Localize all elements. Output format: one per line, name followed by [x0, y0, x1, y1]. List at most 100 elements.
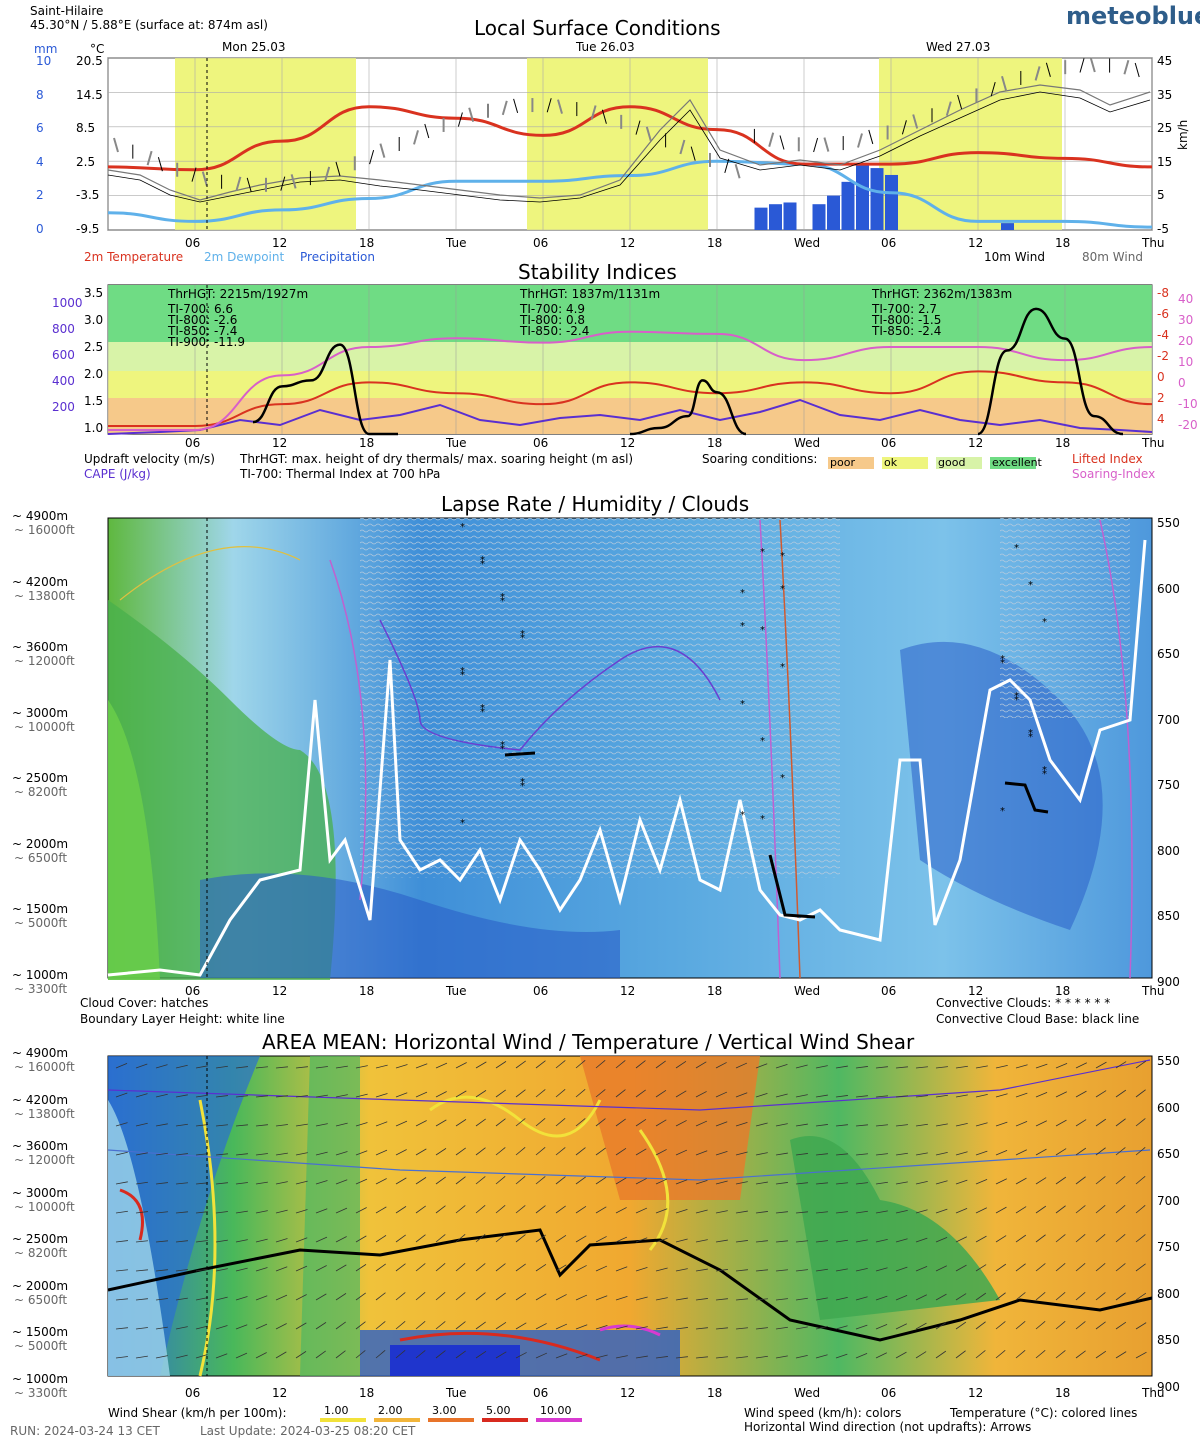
convective-base-line-1: [504, 751, 536, 757]
wind-direction-arrow: [875, 1095, 888, 1098]
p3-time-tick: 12: [968, 984, 984, 998]
lifted-index-line: [108, 370, 1153, 428]
wind-direction-arrow: [275, 1095, 288, 1098]
wind-direction-arrow: [555, 1060, 566, 1069]
wind-direction-arrow: [855, 1153, 868, 1156]
convective-cloud-star: *: [780, 662, 785, 673]
shear-class-swatch: [482, 1418, 528, 1422]
convective-cloud-star: *: [520, 777, 525, 788]
wind-direction-arrow: [375, 1178, 387, 1185]
wind-direction-arrow: [835, 1095, 848, 1098]
day-label-mon: Mon 25.03: [222, 40, 286, 54]
wind-direction-arrow: [215, 1353, 228, 1359]
wind-direction-arrow: [1055, 1063, 1068, 1069]
wind-arrow: [290, 174, 297, 189]
wind-direction-arrow: [775, 1152, 788, 1156]
wind-direction-arrow: [555, 1176, 566, 1185]
wind-direction-arrow: [1115, 1089, 1127, 1098]
wind-direction-arrow: [895, 1323, 907, 1330]
wind-direction-arrow: [1135, 1118, 1146, 1127]
p3-time-tick: 18: [1055, 984, 1071, 998]
legend-boundary-layer: Boundary Layer Height: white line: [80, 1012, 285, 1026]
kmh-tick: -5: [1157, 221, 1169, 236]
wind-direction-arrow: [1115, 1234, 1126, 1243]
wind-direction-arrow: [815, 1325, 828, 1330]
p2-time-tick: Thu: [1142, 436, 1165, 450]
wind-direction-arrow: [135, 1063, 148, 1069]
wind-direction-arrow: [795, 1326, 808, 1330]
convective-cloud-star: *: [500, 740, 505, 751]
soaring-index-tick: -20: [1178, 418, 1198, 432]
wind-direction-arrow: [235, 1095, 248, 1098]
wind-direction-arrow: [995, 1206, 1007, 1214]
wind-direction-arrow: [335, 1264, 347, 1272]
p2-time-tick: 12: [968, 436, 984, 450]
height-label-m: ~ 2500m: [12, 771, 69, 785]
wind-direction-arrow: [295, 1265, 308, 1272]
legend-thrhgt: ThrHGT: max. height of dry thermals/ max…: [240, 452, 634, 466]
wind-direction-arrow: [295, 1152, 308, 1156]
wind-direction-arrow: [515, 1060, 526, 1069]
wind-direction-arrow: [855, 1210, 868, 1214]
p2-time-tick: 18: [1055, 436, 1071, 450]
wind-direction-arrow: [195, 1094, 208, 1098]
wind-direction-arrow: [1075, 1119, 1087, 1127]
wind-direction-arrow: [1015, 1263, 1026, 1272]
wind-direction-arrow: [155, 1240, 168, 1243]
celsius-tick: 20.5: [76, 54, 103, 68]
wind-direction-arrow: [795, 1153, 808, 1156]
wind-direction-arrow: [515, 1292, 527, 1301]
wind-direction-arrow: [415, 1350, 426, 1359]
wind-arrow: [191, 167, 197, 182]
convective-cloud-star: *: [480, 707, 485, 718]
height-label-ft: ~ 10000ft: [14, 719, 75, 734]
wind-direction-arrow: [1015, 1234, 1027, 1243]
wind-direction-arrow: [675, 1090, 687, 1098]
wind-direction-arrow: [335, 1151, 348, 1156]
height-label-ft: ~ 12000ft: [14, 654, 75, 668]
wind-direction-arrow: [1015, 1349, 1026, 1359]
day1-ti-850: TI-850: -7.4: [168, 324, 238, 338]
wind-direction-arrow: [555, 1088, 566, 1098]
wind-direction-arrow: [635, 1266, 648, 1272]
p2-time-tick: Tue: [446, 436, 467, 450]
p2-time-tick: 06: [881, 436, 897, 450]
kmh-tick: 15: [1157, 154, 1173, 169]
wind-direction-arrow: [755, 1122, 768, 1127]
wind-direction-arrow: [215, 1182, 228, 1185]
wind-direction-arrow: [775, 1211, 788, 1214]
daylight-band-wed: [879, 58, 1062, 230]
wind-direction-arrow: [755, 1152, 768, 1156]
wind-arrow: [457, 112, 463, 127]
wind-arrow: [235, 176, 242, 192]
wind-direction-arrow: [755, 1092, 768, 1098]
wind-direction-arrow: [555, 1117, 566, 1127]
wind-direction-arrow: [1075, 1147, 1087, 1156]
wind-direction-arrow: [435, 1148, 447, 1156]
wind-direction-arrow: [975, 1350, 986, 1359]
wind-direction-arrow: [115, 1181, 128, 1185]
wind-direction-arrow: [875, 1324, 888, 1330]
wind-direction-arrow: [655, 1089, 667, 1098]
wind-direction-arrow: [195, 1354, 208, 1359]
wind-direction-arrow: [455, 1350, 466, 1359]
day3-thrhgt: ThrHGT: 2362m/1383m: [872, 287, 1013, 301]
wind-direction-arrow: [1055, 1321, 1066, 1330]
wind-direction-arrow: [955, 1350, 966, 1359]
wind-10m-line: [107, 91, 1151, 203]
wind-direction-arrow: [195, 1297, 208, 1301]
legend-dewpoint: 2m Dewpoint: [204, 250, 285, 264]
wind-direction-arrow: [175, 1064, 188, 1069]
cape-tick: 400: [52, 374, 75, 388]
wind-direction-arrow: [655, 1149, 667, 1156]
wind-direction-arrow: [1035, 1148, 1047, 1156]
lifted-index-tick: -6: [1157, 307, 1169, 321]
wind-direction-arrow: [595, 1118, 606, 1127]
height-label-ft: ~ 3300ft: [14, 1385, 68, 1400]
legend-lifted-index: Lifted Index: [1072, 452, 1143, 466]
wind-direction-arrow: [275, 1294, 288, 1301]
wind-direction-arrow: [135, 1152, 148, 1156]
brand-logo[interactable]: meteoblue: [1066, 2, 1200, 30]
shear-class-label: 10.00: [540, 1404, 572, 1417]
wind-direction-arrow: [735, 1327, 748, 1330]
